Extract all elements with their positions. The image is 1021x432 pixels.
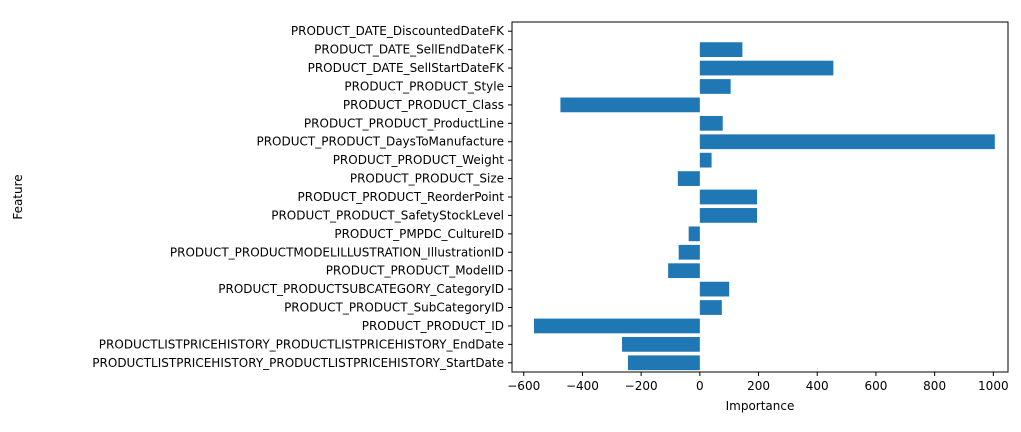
bar-11: [688, 226, 700, 242]
bar-16: [534, 318, 700, 334]
x-tick-label: 0: [696, 379, 704, 393]
x-tick-label: −200: [625, 379, 658, 393]
bar-6: [699, 134, 995, 150]
x-ticks: −600 −400 −200 0 200 400 600 800 1000: [507, 372, 1009, 393]
bar-1: [699, 42, 743, 57]
bar-18: [627, 355, 700, 371]
y-tick-label: PRODUCT_PRODUCT_Size: [350, 172, 504, 186]
x-tick-label: 400: [806, 379, 829, 393]
y-tick-label: PRODUCT_DATE_DiscountedDateFK: [291, 24, 505, 38]
y-tick-label: PRODUCT_DATE_SellEndDateFK: [314, 43, 505, 57]
y-tick-label: PRODUCT_PRODUCTSUBCATEGORY_CategoryID: [218, 282, 504, 296]
y-tick-label: PRODUCT_PRODUCTMODELILLUSTRATION_Illustr…: [170, 245, 504, 259]
bar-13: [668, 263, 700, 279]
bar-3: [699, 79, 731, 94]
y-tick-label: PRODUCT_DATE_SellStartDateFK: [308, 61, 506, 75]
x-tick-label: 800: [923, 379, 946, 393]
y-tick-label: PRODUCT_PRODUCT_Weight: [333, 153, 505, 167]
y-tick-label: PRODUCT_PRODUCT_ReorderPoint: [298, 190, 505, 204]
bar-14: [699, 281, 730, 297]
bar-4: [560, 97, 700, 113]
y-tick-label: PRODUCTLISTPRICEHISTORY_PRODUCTLISTPRICE…: [99, 337, 504, 351]
bar-9: [699, 189, 758, 205]
bar-2: [699, 60, 834, 76]
y-tick-label: PRODUCT_PRODUCT_DaysToManufacture: [256, 135, 504, 149]
bar-10: [699, 208, 758, 223]
x-tick-label: 600: [864, 379, 887, 393]
y-tick-label: PRODUCT_PMPDC_CultureID: [334, 227, 504, 241]
bar-8: [677, 171, 700, 186]
y-tick-label: PRODUCT_PRODUCT_ModelID: [326, 264, 504, 278]
y-ticks: PRODUCT_DATE_DiscountedDateFK PRODUCT_DAT…: [92, 24, 512, 370]
x-tick-label: 1000: [978, 379, 1009, 393]
bar-5: [699, 115, 723, 131]
bar-17: [622, 337, 700, 352]
x-tick-label: −600: [507, 379, 540, 393]
bar-7: [699, 152, 712, 168]
y-tick-label: PRODUCT_PRODUCT_ID: [362, 319, 504, 333]
bars-group: [534, 42, 995, 371]
y-axis-label: Feature: [11, 174, 25, 219]
bar-15: [699, 300, 722, 315]
y-tick-label: PRODUCT_PRODUCT_SubCategoryID: [284, 301, 504, 315]
y-tick-label: PRODUCT_PRODUCT_SafetyStockLevel: [271, 208, 504, 222]
y-tick-label: PRODUCTLISTPRICEHISTORY_PRODUCTLISTPRICE…: [92, 356, 504, 370]
bar-12: [678, 244, 700, 260]
x-axis-label: Importance: [726, 399, 795, 413]
y-tick-label: PRODUCT_PRODUCT_ProductLine: [304, 116, 504, 130]
x-tick-label: −400: [566, 379, 599, 393]
y-tick-label: PRODUCT_PRODUCT_Style: [344, 79, 504, 93]
y-tick-label: PRODUCT_PRODUCT_Class: [343, 98, 504, 112]
x-tick-label: 200: [747, 379, 770, 393]
